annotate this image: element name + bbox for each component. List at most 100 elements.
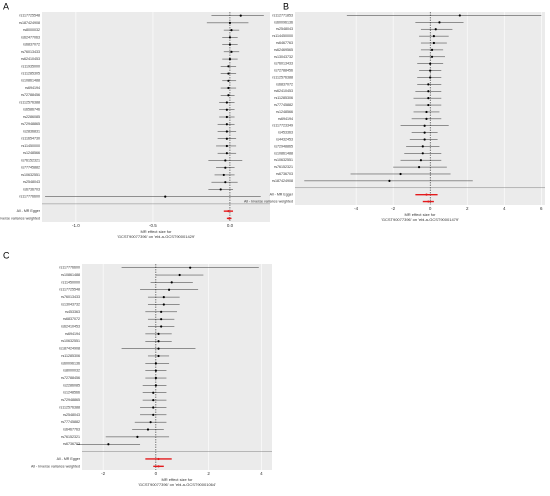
x-axis-title: MR effect size for (161, 477, 193, 482)
row-label: rs2548043 (63, 413, 80, 417)
x-tick-label: 4 (503, 206, 506, 211)
row-label: rs11285305 (21, 72, 40, 76)
estimate-point (178, 273, 181, 277)
row-label: rs187424908 (19, 21, 40, 25)
row-label: rs11935000 (21, 64, 40, 68)
x-tick-label: 6 (540, 206, 543, 211)
row-label: rs77745882 (21, 166, 40, 170)
row-label: All - MR Egger (57, 457, 81, 461)
x-axis-title: 'GCST90077396' on 'ebi-a-GCST90001064' (138, 482, 216, 487)
row-label: rs1248566 (23, 151, 40, 155)
row-label: rs1248566 (276, 110, 293, 114)
row-label: All - Inverse variance weighted (0, 216, 40, 220)
row-label: rs117725548 (59, 288, 80, 292)
panel-label: C (3, 250, 10, 260)
x-tick-label: 0 (155, 471, 158, 476)
row-label: rs2286085 (63, 383, 80, 387)
estimate-point (438, 21, 441, 24)
row-label: All - Inverse variance weighted (31, 464, 80, 468)
row-label: rs77745882 (61, 420, 80, 424)
row-label: rs76013433 (21, 50, 40, 54)
row-label: rs112576388 (19, 100, 40, 104)
estimate-point (162, 303, 165, 306)
estimate-point (227, 72, 230, 75)
row-label: rs11450000 (21, 144, 40, 148)
row-label: rs2836831 (23, 129, 40, 133)
estimate-point (225, 152, 228, 155)
row-label: rs10632551 (21, 173, 40, 177)
row-label: rs11450000 (61, 280, 80, 284)
estimate-point (228, 43, 232, 46)
estimate-point (427, 83, 430, 86)
estimate-point (227, 94, 230, 97)
row-label: rs72788456 (21, 93, 40, 97)
row-label: rs6586746 (23, 108, 40, 112)
row-label: rs76152321 (274, 165, 293, 169)
estimate-point (425, 117, 428, 120)
estimate-point (154, 362, 157, 365)
row-label: rs453363 (278, 131, 293, 135)
estimate-point (399, 172, 402, 176)
estimate-point (157, 354, 160, 358)
panel-label: B (283, 1, 289, 11)
plot-background (42, 12, 270, 222)
estimate-point (423, 124, 426, 127)
estimate-point (225, 123, 228, 126)
estimate-point (225, 108, 228, 111)
row-label: rs13043732 (61, 302, 80, 306)
row-label: All - MR Egger (17, 209, 41, 213)
row-label: rs10632551 (61, 339, 80, 343)
row-label: rs112576388 (272, 75, 293, 79)
x-tick-label: 2 (207, 471, 210, 476)
estimate-point (432, 41, 435, 45)
row-label: rs694194 (25, 86, 40, 90)
estimate-point (146, 428, 150, 431)
estimate-point (227, 79, 230, 82)
row-label: rs72948865 (61, 398, 80, 402)
estimate-point (160, 325, 163, 328)
x-axis-title: 'GCST90077396' on 'ebi-a-GCST90001479' (381, 217, 459, 222)
row-label: rs60096136 (61, 361, 80, 365)
plot-background (82, 264, 272, 470)
estimate-point (152, 391, 155, 394)
estimate-point (427, 200, 430, 203)
estimate-point (157, 340, 160, 343)
row-label: rs10861488 (61, 273, 80, 277)
estimate-point (225, 137, 228, 140)
row-label: rs6736703 (63, 442, 80, 446)
estimate-point (157, 457, 160, 461)
row-label: rs187424908 (272, 179, 293, 183)
estimate-point (227, 210, 230, 213)
estimate-point (107, 443, 110, 446)
row-label: rs6837072 (63, 317, 80, 321)
row-label: rs6837072 (23, 43, 40, 47)
estimate-point (162, 296, 165, 299)
estimate-point (388, 179, 391, 182)
row-label: rs2548043 (23, 180, 40, 184)
estimate-point (225, 144, 228, 148)
row-label: rs11285306 (274, 96, 293, 100)
estimate-point (149, 421, 152, 424)
row-label: All - MR Egger (270, 193, 294, 197)
row-label: rs6736703 (23, 187, 40, 191)
estimate-point (421, 152, 424, 155)
row-label: rs117725548 (19, 14, 40, 18)
estimate-point (170, 281, 173, 284)
estimate-point (167, 288, 171, 291)
estimate-point (222, 173, 225, 177)
row-label: rs6467763 (276, 41, 293, 45)
row-label: rs72788456 (274, 69, 293, 73)
row-label: rs117723349 (272, 124, 293, 128)
x-tick-label: 2 (466, 206, 469, 211)
row-label: rs76013433 (61, 295, 80, 299)
x-tick-label: -0.5 (149, 223, 157, 228)
estimate-point (423, 138, 426, 141)
estimate-point (157, 347, 160, 350)
row-label: rs8000032 (63, 369, 80, 373)
x-tick-label: -1.0 (72, 223, 80, 228)
row-label: rs6837072 (276, 82, 293, 86)
row-label: rs62410453 (274, 89, 293, 93)
estimate-point (423, 131, 426, 134)
row-label: rs6467763 (63, 427, 80, 431)
